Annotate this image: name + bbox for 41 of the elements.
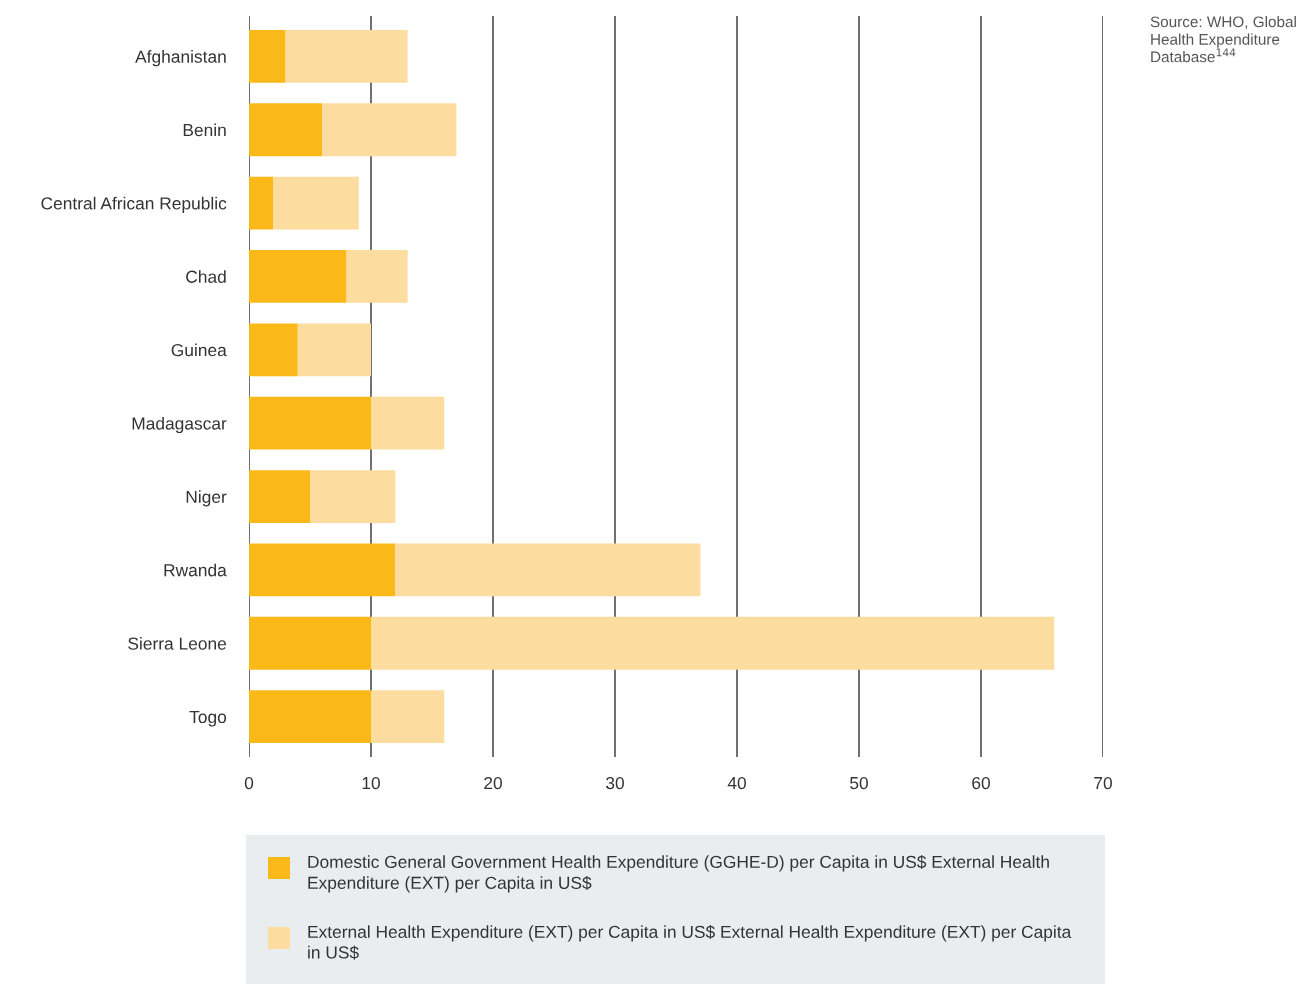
x-tick-label: 30 xyxy=(606,776,624,790)
y-tick-label: Sierra Leone xyxy=(128,636,227,650)
y-tick-label: Togo xyxy=(189,711,227,727)
bar xyxy=(285,29,408,83)
bar xyxy=(395,543,701,597)
bar xyxy=(371,396,445,450)
bar xyxy=(249,250,347,303)
source-note: Source: WHO, Global Health Expenditure Database$^{144}$ xyxy=(1150,16,1296,63)
y-tick-label: Chad xyxy=(186,270,226,283)
bar xyxy=(249,690,371,744)
y-tick-label: Madagascar xyxy=(132,416,227,434)
x-tick-label: 50 xyxy=(850,776,868,790)
bar xyxy=(249,470,310,523)
bar xyxy=(346,250,408,303)
x-tick-label: 40 xyxy=(727,776,746,790)
x-tick-label: 70 xyxy=(1094,776,1112,790)
bar xyxy=(249,323,298,377)
bar xyxy=(249,543,396,597)
legend-label: External Health Expenditure (EXT) per Capita in US$ External Health Expenditure (EXT) per Capita in US$ xyxy=(308,925,1072,960)
bar xyxy=(273,176,359,230)
bar xyxy=(297,323,371,377)
bar xyxy=(249,616,371,670)
legend-label: Domestic General Government Health Expenditure (GGHE-D) per Capita in US$ External Health Expenditure (EXT) per Capita in US$ xyxy=(308,855,1049,893)
x-tick-label: 20 xyxy=(484,776,502,790)
bar xyxy=(371,690,445,744)
y-tick-label: Central African Republic xyxy=(41,196,227,213)
bar xyxy=(249,176,274,230)
x-tick-label: 60 xyxy=(972,776,990,790)
y-tick-label: Guinea xyxy=(171,343,227,357)
y-tick-label: Rwanda xyxy=(164,563,227,577)
bar xyxy=(371,616,1055,670)
bar xyxy=(249,103,323,157)
y-tick-label: Afghanistan xyxy=(135,50,226,67)
y-tick-label: Niger xyxy=(186,490,227,507)
x-tick-label: 10 xyxy=(362,776,380,790)
bar xyxy=(322,103,457,157)
bar xyxy=(310,470,396,523)
bar xyxy=(249,29,286,83)
bar xyxy=(249,396,371,450)
x-tick-label: 0 xyxy=(244,776,254,790)
y-tick-label: Benin xyxy=(183,123,226,137)
